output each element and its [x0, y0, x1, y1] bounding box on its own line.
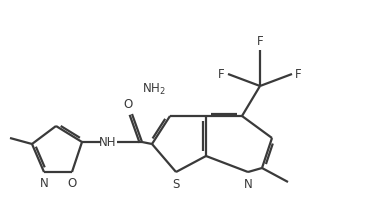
Text: O: O: [67, 177, 76, 189]
Text: N: N: [244, 177, 253, 190]
Text: F: F: [257, 35, 263, 48]
Text: F: F: [295, 68, 302, 81]
Text: NH: NH: [99, 136, 117, 149]
Text: F: F: [219, 68, 225, 81]
Text: N: N: [40, 177, 48, 189]
Text: NH$_2$: NH$_2$: [142, 81, 166, 97]
Text: O: O: [123, 98, 132, 110]
Text: S: S: [172, 177, 180, 190]
